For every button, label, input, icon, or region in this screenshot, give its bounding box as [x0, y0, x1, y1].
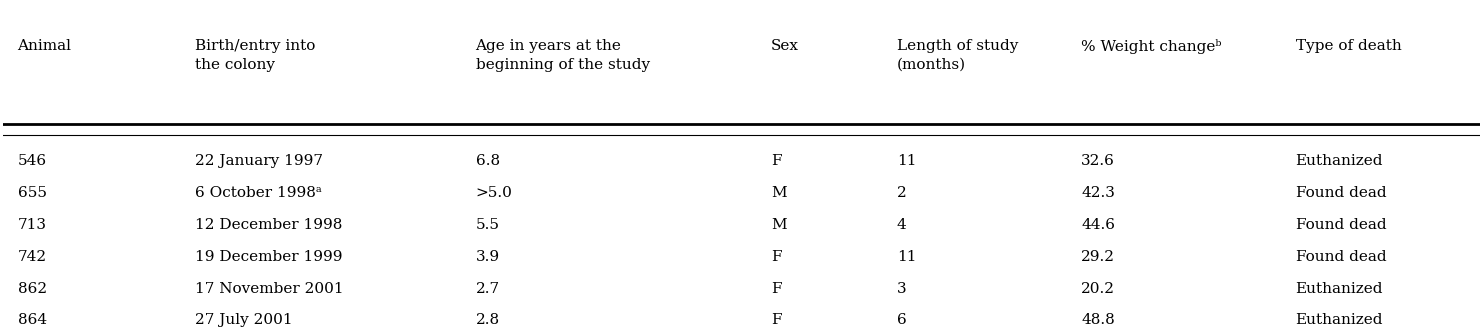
Text: 11: 11 — [897, 154, 916, 168]
Text: F: F — [771, 282, 782, 296]
Text: Type of death: Type of death — [1296, 39, 1401, 53]
Text: 3.9: 3.9 — [476, 250, 500, 264]
Text: Euthanized: Euthanized — [1296, 282, 1384, 296]
Text: 44.6: 44.6 — [1081, 218, 1115, 232]
Text: 713: 713 — [18, 218, 46, 232]
Text: Found dead: Found dead — [1296, 250, 1387, 264]
Text: Birth/entry into
the colony: Birth/entry into the colony — [194, 39, 316, 71]
Text: 6 October 1998ᵃ: 6 October 1998ᵃ — [194, 186, 322, 200]
Text: 19 December 1999: 19 December 1999 — [194, 250, 343, 264]
Text: 742: 742 — [18, 250, 46, 264]
Text: 27 July 2001: 27 July 2001 — [194, 314, 292, 327]
Text: 32.6: 32.6 — [1081, 154, 1115, 168]
Text: Found dead: Found dead — [1296, 186, 1387, 200]
Text: Euthanized: Euthanized — [1296, 154, 1384, 168]
Text: Animal: Animal — [18, 39, 71, 53]
Text: 6.8: 6.8 — [476, 154, 500, 168]
Text: 12 December 1998: 12 December 1998 — [194, 218, 343, 232]
Text: 862: 862 — [18, 282, 46, 296]
Text: 29.2: 29.2 — [1081, 250, 1115, 264]
Text: >5.0: >5.0 — [476, 186, 513, 200]
Text: 3: 3 — [897, 282, 906, 296]
Text: 864: 864 — [18, 314, 46, 327]
Text: 20.2: 20.2 — [1081, 282, 1115, 296]
Text: Euthanized: Euthanized — [1296, 314, 1384, 327]
Text: 11: 11 — [897, 250, 916, 264]
Text: Sex: Sex — [771, 39, 799, 53]
Text: F: F — [771, 250, 782, 264]
Text: M: M — [771, 186, 786, 200]
Text: 48.8: 48.8 — [1081, 314, 1115, 327]
Text: F: F — [771, 154, 782, 168]
Text: 2: 2 — [897, 186, 906, 200]
Text: M: M — [771, 218, 786, 232]
Text: 6: 6 — [897, 314, 906, 327]
Text: Length of study
(months): Length of study (months) — [897, 39, 1017, 71]
Text: 22 January 1997: 22 January 1997 — [194, 154, 323, 168]
Text: % Weight changeᵇ: % Weight changeᵇ — [1081, 39, 1222, 54]
Text: 5.5: 5.5 — [476, 218, 500, 232]
Text: 546: 546 — [18, 154, 46, 168]
Text: 4: 4 — [897, 218, 906, 232]
Text: 2.8: 2.8 — [476, 314, 500, 327]
Text: Age in years at the
beginning of the study: Age in years at the beginning of the stu… — [476, 39, 650, 71]
Text: 2.7: 2.7 — [476, 282, 500, 296]
Text: 655: 655 — [18, 186, 46, 200]
Text: 17 November 2001: 17 November 2001 — [194, 282, 344, 296]
Text: 42.3: 42.3 — [1081, 186, 1115, 200]
Text: Found dead: Found dead — [1296, 218, 1387, 232]
Text: F: F — [771, 314, 782, 327]
